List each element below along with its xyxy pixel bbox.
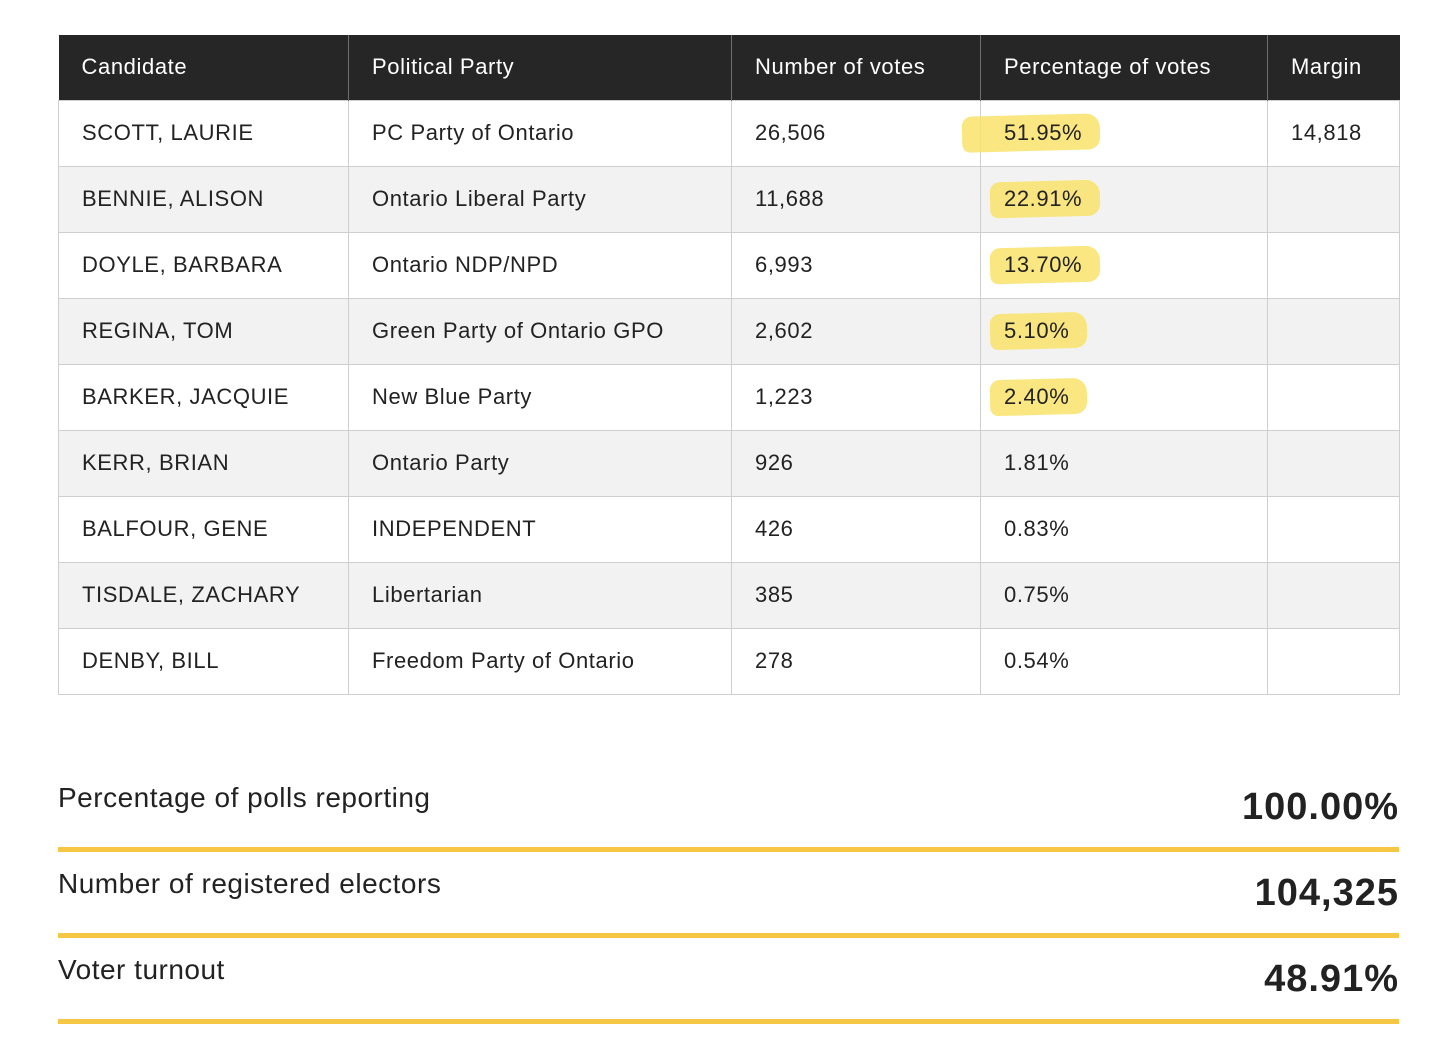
- table-row: BARKER, JACQUIE New Blue Party 1,223 2.4…: [58, 363, 1400, 431]
- margin-cell: [1267, 495, 1400, 563]
- table-row: KERR, BRIAN Ontario Party 926 1.81%: [58, 429, 1400, 497]
- percentage-cell: 0.75%: [980, 561, 1268, 629]
- percentage-cell: 0.83%: [980, 495, 1268, 563]
- margin-cell: [1267, 363, 1400, 431]
- percentage-cell: 5.10%: [980, 297, 1268, 365]
- highlighted-percentage: 51.95%: [1004, 120, 1083, 145]
- percentage-cell: 22.91%: [980, 165, 1268, 233]
- highlighted-percentage: 22.91%: [1004, 186, 1083, 211]
- summary-value: 100.00%: [1241, 786, 1399, 828]
- summary-label: Percentage of polls reporting: [58, 782, 431, 813]
- party-cell: New Blue Party: [348, 363, 732, 431]
- table-row: SCOTT, LAURIE PC Party of Ontario 26,506…: [58, 99, 1400, 167]
- votes-cell: 1,223: [731, 363, 981, 431]
- header-row: Candidate Political Party Number of vote…: [58, 35, 1400, 100]
- votes-cell: 11,688: [731, 165, 981, 233]
- table-row: BENNIE, ALISON Ontario Liberal Party 11,…: [58, 165, 1400, 233]
- percentage-cell: 0.54%: [980, 627, 1268, 695]
- margin-cell: [1267, 165, 1400, 233]
- candidate-cell: BENNIE, ALISON: [58, 165, 349, 233]
- candidate-cell: BALFOUR, GENE: [58, 495, 349, 563]
- candidate-cell: DENBY, BILL: [58, 627, 349, 695]
- summary-voter-turnout: Voter turnout 48.91%: [58, 938, 1399, 1024]
- party-cell: Freedom Party of Ontario: [348, 627, 732, 695]
- margin-cell: [1267, 561, 1400, 629]
- highlighted-percentage: 13.70%: [1004, 252, 1083, 277]
- percentage-cell: 13.70%: [980, 231, 1268, 299]
- candidate-cell: DOYLE, BARBARA: [58, 231, 349, 299]
- table-row: TISDALE, ZACHARY Libertarian 385 0.75%: [58, 561, 1400, 629]
- votes-cell: 278: [731, 627, 981, 695]
- percentage-cell: 1.81%: [980, 429, 1268, 497]
- party-cell: Green Party of Ontario GPO: [348, 297, 732, 365]
- candidate-cell: SCOTT, LAURIE: [58, 99, 349, 167]
- votes-cell: 385: [731, 561, 981, 629]
- header-political-party: Political Party: [348, 35, 732, 100]
- party-cell: INDEPENDENT: [348, 495, 732, 563]
- margin-cell: [1267, 297, 1400, 365]
- summary-label: Voter turnout: [58, 954, 225, 985]
- summary-value: 104,325: [1254, 872, 1399, 914]
- table-row: BALFOUR, GENE INDEPENDENT 426 0.83%: [58, 495, 1400, 563]
- candidate-cell: TISDALE, ZACHARY: [58, 561, 349, 629]
- margin-cell: 14,818: [1267, 99, 1400, 167]
- highlighted-percentage: 5.10%: [1004, 318, 1070, 343]
- candidate-cell: KERR, BRIAN: [58, 429, 349, 497]
- header-candidate: Candidate: [58, 35, 349, 100]
- table-header: Candidate Political Party Number of vote…: [58, 35, 1400, 100]
- header-margin: Margin: [1267, 35, 1400, 100]
- votes-cell: 6,993: [731, 231, 981, 299]
- margin-cell: [1267, 231, 1400, 299]
- percentage-cell: 2.40%: [980, 363, 1268, 431]
- summary-registered-electors: Number of registered electors 104,325: [58, 852, 1399, 938]
- summary-polls-reporting: Percentage of polls reporting 100.00%: [58, 766, 1399, 852]
- candidate-cell: BARKER, JACQUIE: [58, 363, 349, 431]
- party-cell: Libertarian: [348, 561, 732, 629]
- summary-label: Number of registered electors: [58, 868, 442, 899]
- results-table: Candidate Political Party Number of vote…: [58, 35, 1400, 695]
- header-number-of-votes: Number of votes: [731, 35, 981, 100]
- table-row: DENBY, BILL Freedom Party of Ontario 278…: [58, 627, 1400, 695]
- party-cell: Ontario Liberal Party: [348, 165, 732, 233]
- highlighted-percentage: 2.40%: [1004, 384, 1070, 409]
- summary-value: 48.91%: [1264, 958, 1399, 1000]
- table-row: REGINA, TOM Green Party of Ontario GPO 2…: [58, 297, 1400, 365]
- party-cell: Ontario Party: [348, 429, 732, 497]
- table-body: SCOTT, LAURIE PC Party of Ontario 26,506…: [58, 99, 1400, 695]
- table-row: DOYLE, BARBARA Ontario NDP/NPD 6,993 13.…: [58, 231, 1400, 299]
- candidate-cell: REGINA, TOM: [58, 297, 349, 365]
- percentage-cell: 51.95%: [980, 99, 1268, 167]
- party-cell: Ontario NDP/NPD: [348, 231, 732, 299]
- margin-cell: [1267, 429, 1400, 497]
- votes-cell: 26,506: [731, 99, 981, 167]
- votes-cell: 426: [731, 495, 981, 563]
- votes-cell: 2,602: [731, 297, 981, 365]
- party-cell: PC Party of Ontario: [348, 99, 732, 167]
- header-percentage-of-votes: Percentage of votes: [980, 35, 1268, 100]
- margin-cell: [1267, 627, 1400, 695]
- votes-cell: 926: [731, 429, 981, 497]
